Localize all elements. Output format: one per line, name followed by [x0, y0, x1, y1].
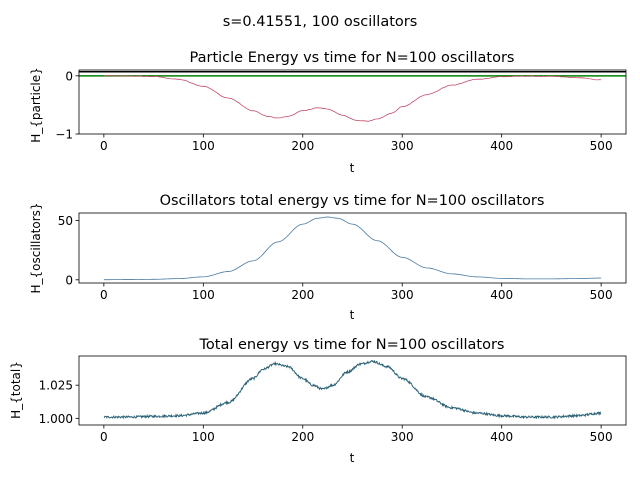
figure-suptitle: s=0.41551, 100 oscillators — [223, 14, 418, 30]
panel-particle-energy: Particle Energy vs time for N=100 oscill… — [29, 50, 627, 175]
y-tick-label: 1.000 — [39, 412, 73, 426]
axes-frame — [78, 355, 627, 426]
panel-title: Oscillators total energy vs time for N=1… — [160, 193, 545, 209]
x-axis-label: t — [350, 451, 355, 465]
x-tick-label: 500 — [590, 139, 613, 153]
panel-title: Particle Energy vs time for N=100 oscill… — [190, 50, 515, 66]
series-line — [103, 75, 602, 122]
y-axis-label: H_{total} — [9, 361, 23, 419]
x-tick-label: 500 — [590, 288, 613, 302]
y-tick-label: 50 — [58, 214, 73, 228]
y-axis-label: H_{particle} — [29, 67, 43, 143]
series-line — [103, 216, 602, 281]
x-tick-label: 300 — [391, 430, 414, 444]
x-tick-label: 0 — [100, 139, 108, 153]
x-tick-label: 400 — [490, 430, 513, 444]
x-tick-label: 200 — [291, 139, 314, 153]
y-tick-label: 0 — [65, 69, 73, 83]
plot-area: 0 100 200 300 400 500 −1 0 — [55, 69, 627, 153]
panel-oscillators-energy: Oscillators total energy vs time for N=1… — [29, 193, 627, 322]
plot-area: 0 100 200 300 400 500 0 50 — [58, 212, 627, 302]
x-tick-label: 100 — [192, 139, 215, 153]
y-axis-label: H_{oscillators} — [29, 202, 43, 293]
x-tick-label: 200 — [291, 430, 314, 444]
x-tick-label: 300 — [391, 288, 414, 302]
panel-title: Total energy vs time for N=100 oscillato… — [199, 337, 505, 353]
y-tick-label: 1.025 — [39, 379, 73, 393]
x-axis-label: t — [350, 308, 355, 322]
x-tick-label: 500 — [590, 430, 613, 444]
y-tick-label: −1 — [55, 128, 73, 142]
x-tick-label: 400 — [490, 139, 513, 153]
x-tick-label: 0 — [100, 288, 108, 302]
x-tick-label: 100 — [192, 430, 215, 444]
plot-area: 0 100 200 300 400 500 1.000 1.025 — [39, 355, 627, 444]
axes-frame — [78, 69, 627, 135]
x-tick-label: 200 — [291, 288, 314, 302]
x-tick-label: 100 — [192, 288, 215, 302]
x-axis-label: t — [350, 161, 355, 175]
x-tick-label: 300 — [391, 139, 414, 153]
axes-frame — [78, 212, 627, 284]
series-line — [103, 359, 602, 420]
y-tick-label: 0 — [65, 273, 73, 287]
panel-total-energy: Total energy vs time for N=100 oscillato… — [9, 337, 627, 465]
x-tick-label: 0 — [100, 430, 108, 444]
x-tick-label: 400 — [490, 288, 513, 302]
